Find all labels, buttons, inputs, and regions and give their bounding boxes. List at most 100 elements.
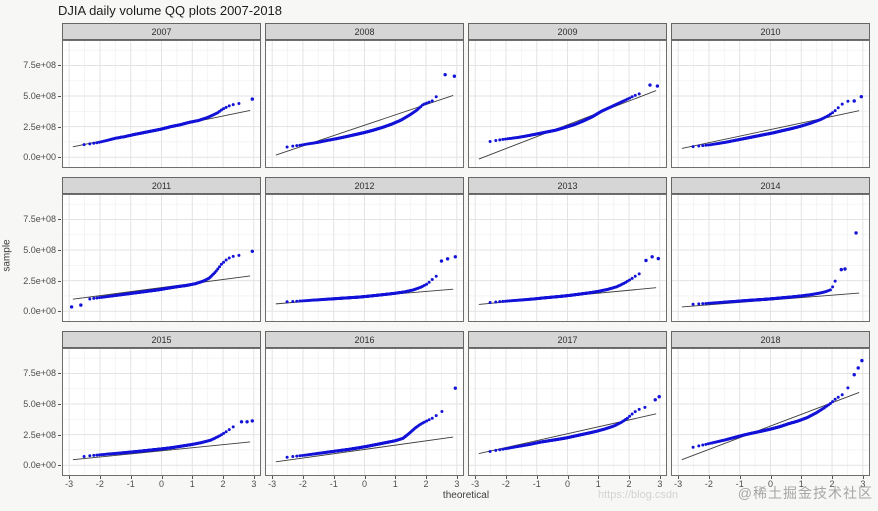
x-tick-mark bbox=[161, 476, 163, 479]
y-tick-label: 2.5e+08 bbox=[23, 429, 56, 440]
x-tick-label: 1 bbox=[798, 479, 804, 489]
x-tick-mark bbox=[395, 476, 397, 479]
x-tick-label: 0 bbox=[767, 479, 773, 489]
x-tick-mark bbox=[536, 476, 538, 479]
x-tick-mark bbox=[629, 476, 631, 479]
x-tick-mark bbox=[505, 476, 507, 479]
facet-panel-2011 bbox=[62, 194, 261, 322]
y-tick-label: 7.5e+08 bbox=[23, 368, 56, 379]
x-tick-label: -3 bbox=[674, 479, 683, 489]
y-tick-mark bbox=[58, 311, 61, 313]
x-tick-mark bbox=[99, 476, 101, 479]
x-tick-label: -2 bbox=[298, 479, 307, 489]
facet-strip-label: 2014 bbox=[760, 180, 781, 191]
x-tick-mark bbox=[801, 476, 803, 479]
x-tick-mark bbox=[69, 476, 71, 479]
x-tick-label: 1 bbox=[189, 479, 195, 489]
x-tick-mark bbox=[426, 476, 428, 479]
x-tick-label: 3 bbox=[657, 479, 663, 489]
facet-panel-2007 bbox=[62, 40, 261, 168]
x-tick-mark bbox=[272, 476, 274, 479]
y-tick-mark bbox=[58, 157, 61, 159]
facet-strip-label: 2013 bbox=[557, 180, 578, 191]
facet-panel-2016 bbox=[265, 348, 464, 476]
x-tick-mark bbox=[302, 476, 304, 479]
qq-scatter-2007 bbox=[63, 41, 260, 167]
y-tick-mark bbox=[58, 96, 61, 98]
y-tick-mark bbox=[58, 373, 61, 375]
qq-scatter-2011 bbox=[63, 195, 260, 321]
x-tick-mark bbox=[567, 476, 569, 479]
x-tick-label: 3 bbox=[454, 479, 460, 489]
y-tick-label: 2.5e+08 bbox=[23, 121, 56, 132]
x-tick-label: -3 bbox=[268, 479, 277, 489]
facet-strip-label: 2011 bbox=[151, 180, 172, 191]
x-tick-label: 3 bbox=[251, 479, 257, 489]
facet-strip-2008: 2008 bbox=[265, 23, 464, 40]
y-tick-mark bbox=[58, 219, 61, 221]
qq-scatter-2018 bbox=[672, 349, 869, 475]
x-tick-label: 0 bbox=[361, 479, 367, 489]
x-tick-mark bbox=[678, 476, 680, 479]
facet-strip-label: 2017 bbox=[557, 334, 578, 345]
facet-strip-label: 2012 bbox=[354, 180, 375, 191]
facet-panel-2017 bbox=[468, 348, 667, 476]
x-tick-mark bbox=[598, 476, 600, 479]
facet-panel-2012 bbox=[265, 194, 464, 322]
y-axis-title: sample bbox=[1, 239, 13, 272]
x-tick-label: -1 bbox=[532, 479, 541, 489]
qq-scatter-2014 bbox=[672, 195, 869, 321]
x-tick-mark bbox=[832, 476, 834, 479]
y-tick-label: 2.5e+08 bbox=[23, 275, 56, 286]
x-tick-mark bbox=[456, 476, 458, 479]
y-tick-mark bbox=[58, 65, 61, 67]
facet-strip-2013: 2013 bbox=[468, 177, 667, 194]
facet-panel-2018 bbox=[671, 348, 870, 476]
facet-panel-2010 bbox=[671, 40, 870, 168]
x-tick-label: -1 bbox=[126, 479, 135, 489]
qq-scatter-2008 bbox=[266, 41, 463, 167]
x-tick-label: 2 bbox=[626, 479, 632, 489]
qq-scatter-2012 bbox=[266, 195, 463, 321]
qq-scatter-2016 bbox=[266, 349, 463, 475]
y-tick-mark bbox=[58, 465, 61, 467]
watermark-url: https://blog.csdn bbox=[598, 489, 679, 501]
y-tick-mark bbox=[58, 280, 61, 282]
x-tick-mark bbox=[770, 476, 772, 479]
x-tick-mark bbox=[708, 476, 710, 479]
y-tick-label: 0.0e+00 bbox=[23, 152, 56, 163]
qq-scatter-2010 bbox=[672, 41, 869, 167]
watermark-text: @稀土掘金技术社区 bbox=[737, 485, 873, 501]
facet-panel-2015 bbox=[62, 348, 261, 476]
facet-strip-label: 2018 bbox=[760, 334, 781, 345]
x-tick-mark bbox=[659, 476, 661, 479]
x-tick-mark bbox=[333, 476, 335, 479]
y-tick-mark bbox=[58, 404, 61, 406]
facet-panel-2014 bbox=[671, 194, 870, 322]
facet-strip-label: 2015 bbox=[151, 334, 172, 345]
x-tick-mark bbox=[364, 476, 366, 479]
facet-strip-2017: 2017 bbox=[468, 331, 667, 348]
qq-scatter-2013 bbox=[469, 195, 666, 321]
x-tick-label: 3 bbox=[860, 479, 866, 489]
qq-scatter-2015 bbox=[63, 349, 260, 475]
x-tick-label: 1 bbox=[392, 479, 398, 489]
y-tick-label: 5.0e+08 bbox=[23, 245, 56, 256]
x-tick-mark bbox=[475, 476, 477, 479]
x-tick-label: 0 bbox=[564, 479, 570, 489]
facet-strip-2009: 2009 bbox=[468, 23, 667, 40]
y-tick-mark bbox=[58, 126, 61, 128]
facet-strip-2012: 2012 bbox=[265, 177, 464, 194]
y-tick-label: 7.5e+08 bbox=[23, 60, 56, 71]
y-tick-label: 0.0e+00 bbox=[23, 460, 56, 471]
y-tick-label: 0.0e+00 bbox=[23, 306, 56, 317]
x-tick-mark bbox=[192, 476, 194, 479]
chart-title: DJIA daily volume QQ plots 2007-2018 bbox=[58, 3, 283, 18]
qq-scatter-2009 bbox=[469, 41, 666, 167]
facet-strip-label: 2010 bbox=[760, 26, 781, 37]
x-tick-mark bbox=[253, 476, 255, 479]
x-tick-label: 2 bbox=[423, 479, 429, 489]
x-tick-label: 2 bbox=[829, 479, 835, 489]
facet-strip-2014: 2014 bbox=[671, 177, 870, 194]
